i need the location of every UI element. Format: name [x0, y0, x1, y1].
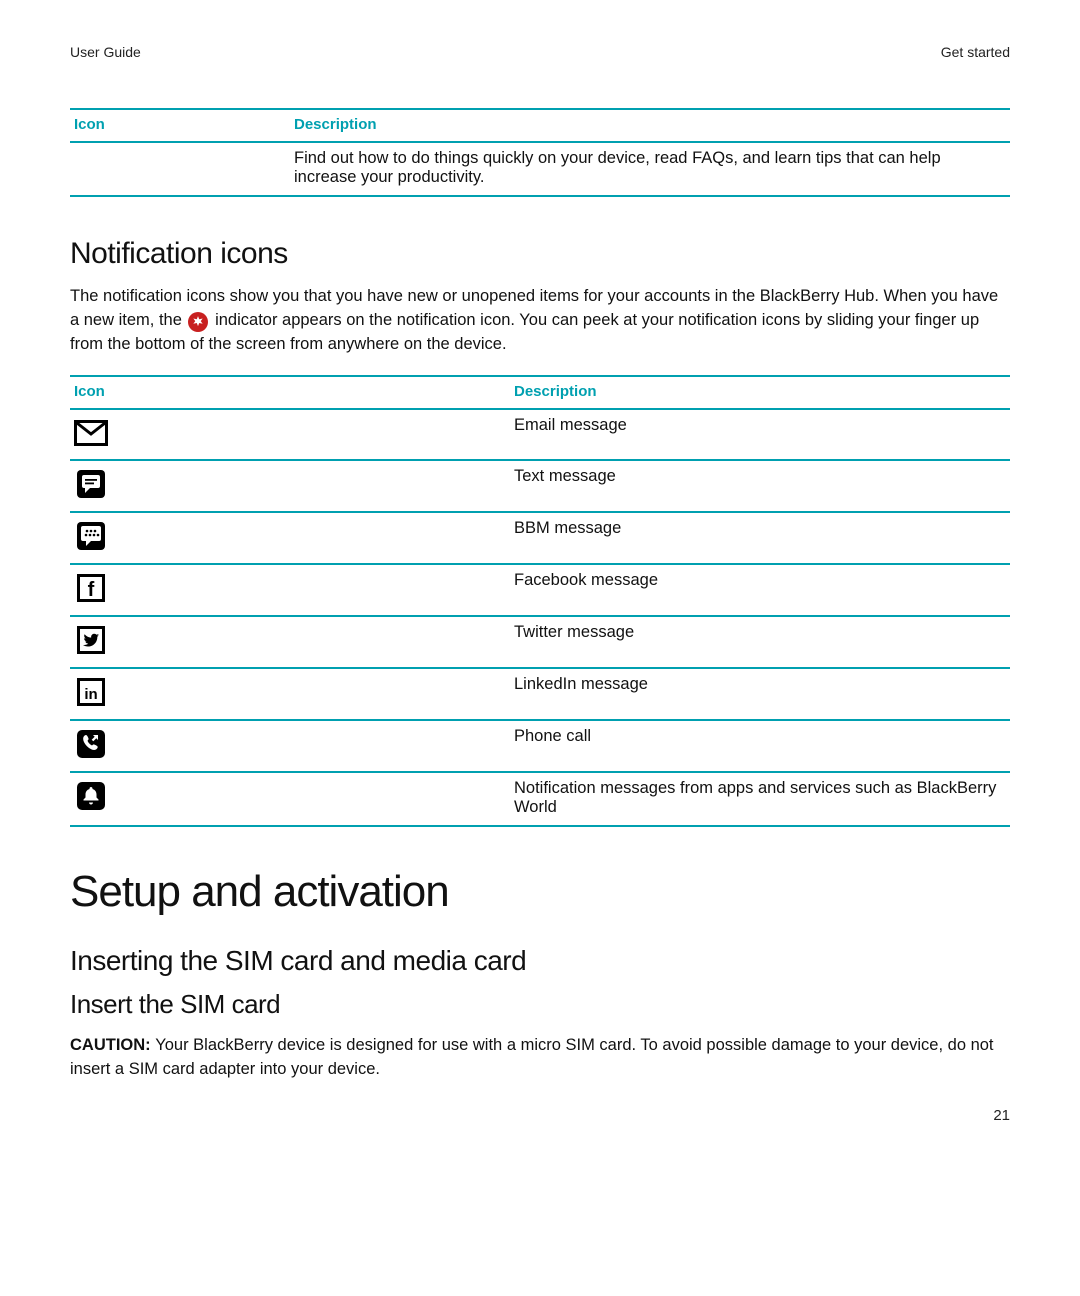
insert-sim-heading: Insert the SIM card [70, 989, 1010, 1020]
table-row [70, 409, 510, 460]
table-row-desc: Email message [510, 409, 1010, 460]
twitter-icon [74, 625, 108, 655]
table-header-icon: Icon [70, 109, 290, 142]
caution-body: Your BlackBerry device is designed for u… [70, 1036, 994, 1078]
text-message-icon [74, 469, 108, 499]
caution-label: CAUTION: [70, 1036, 155, 1054]
table-row [70, 772, 510, 826]
table-row: in [70, 668, 510, 720]
table-row [70, 142, 290, 196]
notification-icons-paragraph: The notification icons show you that you… [70, 285, 1010, 357]
bbm-icon [74, 521, 108, 551]
linkedin-icon: in [74, 677, 108, 707]
table-row [70, 720, 510, 772]
table-row-desc: Find out how to do things quickly on you… [290, 142, 1010, 196]
table-row-desc: LinkedIn message [510, 668, 1010, 720]
page-number: 21 [993, 1107, 1010, 1124]
table-row-desc: Text message [510, 460, 1010, 512]
table-row-desc: BBM message [510, 512, 1010, 564]
table-row-desc: Phone call [510, 720, 1010, 772]
table-row-desc: Notification messages from apps and serv… [510, 772, 1010, 826]
table-header-icon: Icon [70, 376, 510, 409]
table-row [70, 460, 510, 512]
notification-table: Icon Description Email message Text mess… [70, 375, 1010, 827]
email-icon [74, 418, 108, 448]
table-row [70, 512, 510, 564]
header-right: Get started [941, 44, 1010, 60]
top-table: Icon Description Find out how to do thin… [70, 108, 1010, 197]
notification-icons-heading: Notification icons [70, 237, 1010, 271]
table-row-desc: Twitter message [510, 616, 1010, 668]
svg-text:f: f [88, 579, 95, 601]
caution-paragraph: CAUTION: Your BlackBerry device is desig… [70, 1034, 1010, 1082]
notification-bell-icon [74, 781, 108, 811]
table-header-desc: Description [290, 109, 1010, 142]
splat-indicator-icon [188, 312, 208, 332]
table-row [70, 616, 510, 668]
page-header: User Guide Get started [70, 44, 1010, 60]
setup-activation-heading: Setup and activation [70, 867, 1010, 917]
facebook-icon: f [74, 573, 108, 603]
phone-call-icon [74, 729, 108, 759]
table-row: f [70, 564, 510, 616]
svg-text:in: in [84, 686, 97, 703]
inserting-sim-heading: Inserting the SIM card and media card [70, 945, 1010, 977]
table-row-desc: Facebook message [510, 564, 1010, 616]
table-header-desc: Description [510, 376, 1010, 409]
header-left: User Guide [70, 44, 141, 60]
